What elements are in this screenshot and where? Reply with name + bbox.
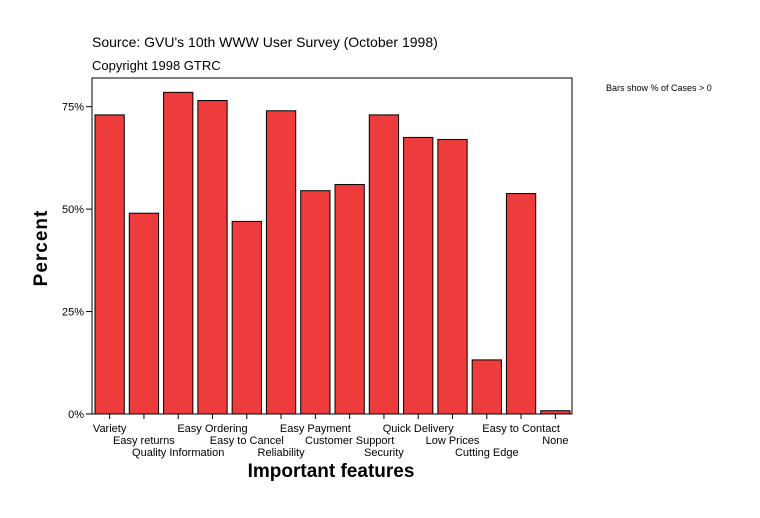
bar-0 <box>94 114 125 415</box>
x-tick-label: Reliability <box>258 447 306 459</box>
bar-12 <box>505 193 537 415</box>
bar-3 <box>197 100 228 415</box>
x-tick-label: Customer Support <box>305 435 394 447</box>
y-tick-label: 75% <box>62 102 84 114</box>
bar-6 <box>300 190 331 415</box>
bar-7 <box>334 184 365 415</box>
bar-8 <box>368 114 400 415</box>
x-tick-label: Quality Information <box>132 447 224 459</box>
bar-4 <box>231 220 262 415</box>
y-tick-label: 50% <box>62 204 84 216</box>
bar-1 <box>128 212 160 415</box>
x-tick-label: Easy Payment <box>280 423 351 435</box>
bar-13 <box>540 410 571 415</box>
x-tick-label: None <box>542 435 568 447</box>
bars-note: Bars show % of Cases > 0 <box>606 83 712 93</box>
x-tick-label: Easy Ordering <box>177 423 247 435</box>
x-tick-label: Cutting Edge <box>455 447 519 459</box>
bar-5 <box>265 110 297 415</box>
copyright-line: Copyright 1998 GTRC <box>92 58 221 73</box>
bar-10 <box>437 138 468 415</box>
x-tick-label: Variety <box>93 423 127 435</box>
bar-9 <box>403 136 434 415</box>
y-axis-label: Percent <box>31 210 52 287</box>
y-tick-label: 25% <box>62 307 84 319</box>
bar-11 <box>471 359 502 415</box>
x-tick-label: Low Prices <box>426 435 480 447</box>
x-tick-label: Quick Delivery <box>383 423 454 435</box>
bar-2 <box>163 91 194 415</box>
x-tick-label: Security <box>364 447 404 459</box>
x-axis-label: Important features <box>248 461 415 482</box>
x-tick-label: Easy to Contact <box>482 423 560 435</box>
x-tick-label: Easy to Cancel <box>210 435 284 447</box>
source-line: Source: GVU's 10th WWW User Survey (Octo… <box>92 34 438 50</box>
y-tick-label: 0% <box>68 409 84 421</box>
x-tick-label: Easy returns <box>113 435 175 447</box>
